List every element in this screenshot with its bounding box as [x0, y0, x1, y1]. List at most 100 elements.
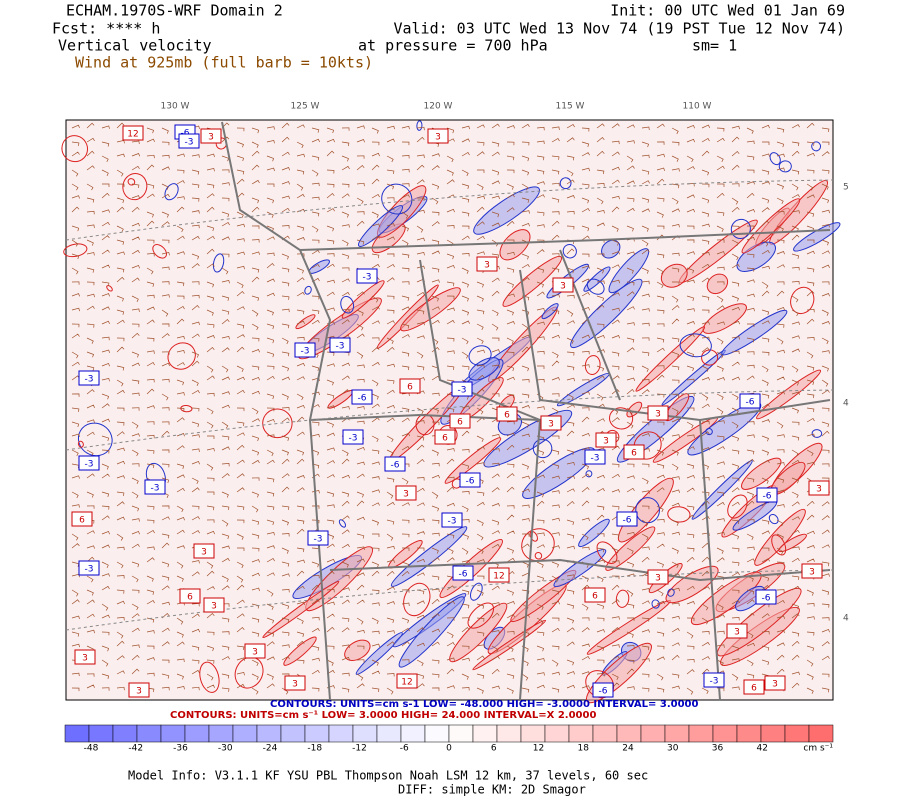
contour [811, 429, 823, 438]
contour-label-box [203, 597, 225, 613]
valid-time: Valid: 03 UTC Wed 13 Nov 74 (19 PST Tue … [393, 20, 845, 38]
contour [562, 244, 577, 259]
contour-label: 6 [187, 593, 193, 603]
contour [468, 345, 492, 366]
contour-label-box [179, 588, 201, 604]
colorbar-box [208, 724, 234, 743]
contour-label: -3 [448, 517, 457, 527]
contour-label: -3 [185, 138, 194, 148]
contour [499, 229, 531, 261]
contour-label: -3 [151, 484, 160, 494]
contour-label: -6 [623, 516, 632, 526]
colorbar-box [664, 724, 690, 743]
contour [702, 303, 747, 334]
contour [667, 506, 691, 523]
contour [416, 120, 423, 131]
colorbar-box [328, 724, 354, 743]
contour-label-box [128, 682, 150, 698]
contour-label: 3 [208, 133, 214, 143]
contour-label: -6 [746, 398, 755, 408]
contour-label: 3 [252, 648, 258, 658]
contour-label-box [451, 381, 473, 397]
colorbar-box [448, 724, 474, 743]
contour-label: 3 [734, 628, 740, 638]
contour [521, 528, 555, 562]
contour [721, 309, 788, 356]
colorbar-box [256, 724, 282, 743]
contour-label-box [434, 429, 456, 445]
colorbar-box [112, 724, 138, 743]
contour-label: -6 [762, 594, 771, 604]
lat-line [65, 389, 834, 451]
contour-label: 3 [560, 282, 566, 292]
colorbar-box [496, 724, 522, 743]
contour [584, 355, 601, 375]
colorbar-label: -24 [263, 744, 278, 754]
contour [63, 243, 88, 258]
contour-label: -6 [763, 492, 772, 502]
contour-label-box [178, 133, 200, 149]
colorbar-label: 0 [446, 744, 452, 754]
longitude-label: 110 W [683, 102, 712, 112]
contour-label: -6 [391, 461, 400, 471]
contour [467, 602, 495, 629]
contour-label: 3 [403, 490, 409, 500]
contour-label: -3 [85, 460, 94, 470]
contour [635, 497, 660, 524]
colorbar-box [736, 724, 762, 743]
contour-label: -3 [458, 386, 467, 396]
contour [61, 135, 89, 163]
longitude-label: 120 W [424, 102, 453, 112]
contour-label-box [396, 673, 418, 689]
contour [609, 407, 634, 430]
latitude-label: 5 [843, 183, 849, 193]
longitude-label: 125 W [291, 102, 320, 112]
contour-label-box [329, 337, 351, 353]
contour-label: 3 [772, 680, 778, 690]
contour-label-box [459, 472, 481, 488]
longitude-label: 115 W [556, 102, 585, 112]
contour-label-box [584, 587, 606, 603]
contour [570, 278, 643, 349]
contour-label-box [739, 393, 761, 409]
contour [468, 357, 500, 381]
contour [167, 342, 196, 370]
contour-label: -3 [363, 273, 372, 283]
lat-line [65, 569, 834, 631]
contour [578, 518, 610, 548]
contour [706, 273, 729, 295]
contour-label-box [122, 125, 144, 141]
colorbar-label: -12 [352, 744, 367, 754]
colorbar-label: 6 [491, 744, 497, 754]
title: ECHAM.1970S-WRF Domain 2 [66, 2, 283, 20]
contour [262, 580, 340, 639]
contour-label: 3 [82, 654, 88, 664]
contour [470, 582, 483, 601]
contour-label-box [703, 672, 725, 688]
contour [340, 295, 355, 314]
contour [304, 285, 312, 295]
boundary [559, 249, 621, 401]
contour-label: 3 [211, 602, 217, 612]
colorbar-label: -36 [173, 744, 188, 754]
contour-label-box [540, 415, 562, 431]
pressure-level: at pressure = 700 hPa [358, 37, 548, 55]
contour [357, 205, 404, 247]
contour [730, 218, 751, 239]
contour-label: -6 [459, 570, 468, 580]
smoothing: sm= 1 [692, 37, 737, 55]
colorbar-label: -18 [307, 744, 322, 754]
contour-label: 6 [504, 411, 510, 421]
contour-label-box [726, 623, 748, 639]
colorbar-box [520, 724, 546, 743]
contour [283, 636, 317, 666]
contour-label-box [342, 429, 364, 445]
colorbar-box [784, 724, 810, 743]
contour [811, 141, 822, 152]
contour [727, 494, 748, 519]
contour-label: 6 [79, 516, 85, 526]
colorbar-box [592, 724, 618, 743]
contour-label: -6 [358, 394, 367, 404]
wind-label: Wind at 925mb (full barb = 10kts) [75, 54, 373, 72]
